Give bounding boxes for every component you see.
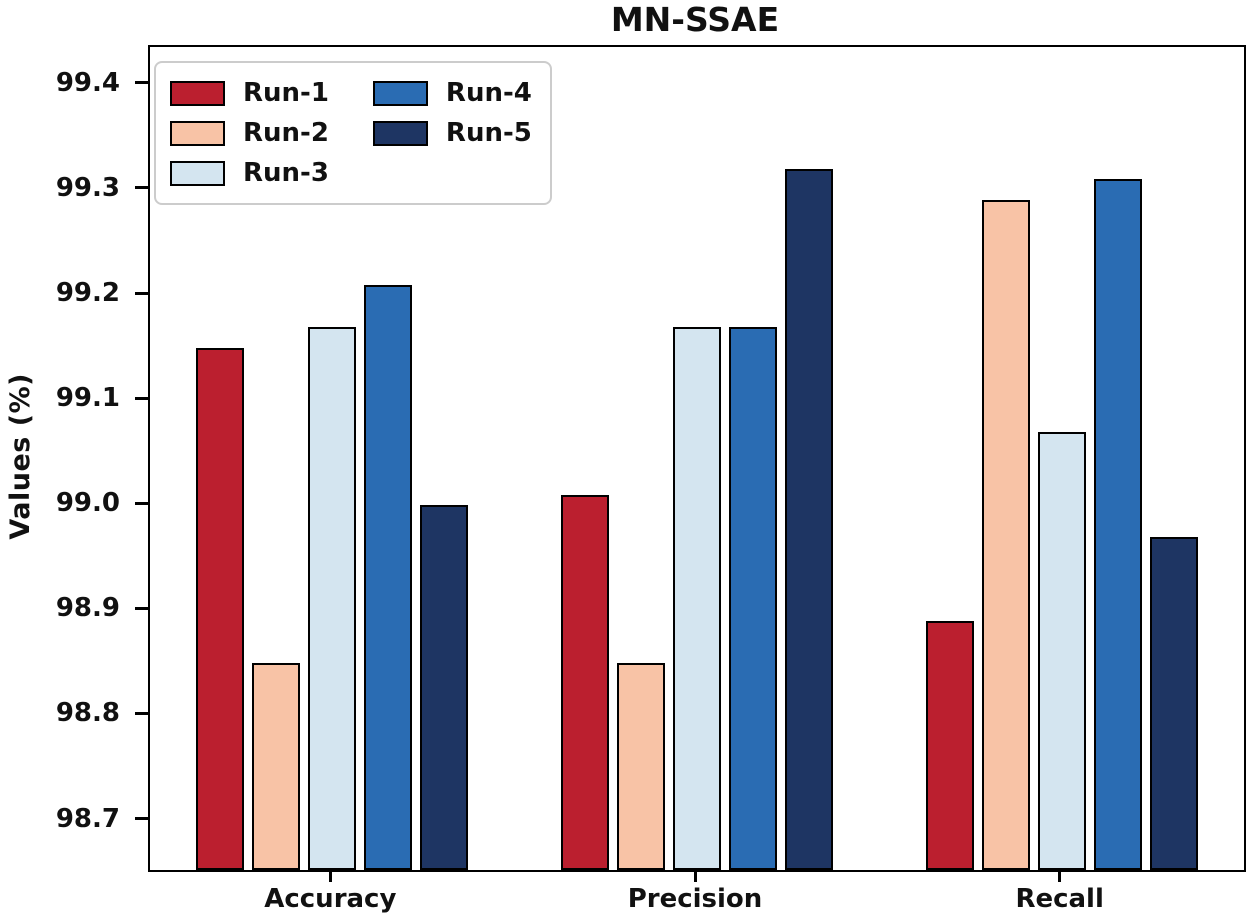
y-tick-label: 98.9: [55, 593, 120, 624]
legend-label-run-1: Run-1: [243, 78, 329, 108]
bar-run-5-recall: [1149, 537, 1198, 870]
y-tick-label: 99.4: [55, 67, 120, 98]
bar-run-1-accuracy: [196, 348, 245, 870]
legend-entry-run-4: Run-4: [372, 78, 532, 108]
bar-run-2-accuracy: [252, 663, 301, 870]
y-tick-mark: [135, 186, 148, 190]
legend-label-run-5: Run-5: [445, 118, 532, 148]
legend-entry-run-1: Run-1: [170, 78, 329, 108]
y-tick-label: 98.8: [55, 698, 120, 729]
bar-run-4-precision: [729, 327, 777, 870]
y-tick-label: 99.2: [55, 278, 120, 309]
y-tick-mark: [135, 291, 148, 295]
x-tick-mark: [1058, 870, 1062, 882]
y-tick-mark: [135, 606, 148, 610]
y-tick-label: 99.3: [55, 172, 120, 203]
legend-label-run-4: Run-4: [445, 78, 532, 108]
x-tick-mark: [328, 870, 332, 882]
x-tick-mark: [693, 870, 697, 882]
y-tick-label: 99.0: [55, 488, 120, 519]
y-tick-label: 98.7: [55, 803, 120, 834]
legend-entry-run-2: Run-2: [170, 118, 329, 148]
y-tick-mark: [135, 81, 148, 85]
legend-label-run-2: Run-2: [243, 118, 329, 148]
chart-title: MN-SSAE: [610, 0, 780, 39]
y-tick-mark: [135, 817, 148, 821]
legend-swatch-run-4: [372, 80, 428, 106]
x-tick-label-recall: Recall: [1015, 884, 1104, 914]
bar-run-2-precision: [617, 663, 665, 870]
y-axis-label: Values (%): [0, 45, 40, 868]
bar-run-2-recall: [981, 200, 1030, 870]
legend-entry-run-5: Run-5: [372, 118, 532, 148]
y-tick-mark: [135, 396, 148, 400]
bar-run-4-accuracy: [364, 285, 413, 870]
plot-area: Run-1 Run-2 Run-3 Run-4 Run-5: [148, 45, 1246, 872]
legend-entry-run-3: Run-3: [170, 158, 329, 188]
legend-swatch-run-1: [170, 80, 225, 106]
y-tick-mark: [135, 501, 148, 505]
bar-run-3-accuracy: [308, 327, 357, 870]
y-tick-label: 99.1: [55, 383, 120, 414]
bar-run-3-precision: [673, 327, 721, 870]
bar-run-5-accuracy: [420, 505, 469, 870]
bar-run-4-recall: [1093, 179, 1142, 870]
bar-run-5-precision: [785, 169, 833, 870]
y-tick-mark: [135, 711, 148, 715]
bar-run-1-recall: [925, 621, 974, 870]
x-tick-label-precision: Precision: [627, 884, 763, 914]
x-tick-label-accuracy: Accuracy: [264, 884, 397, 914]
bar-run-1-precision: [561, 495, 609, 870]
bar-run-3-recall: [1037, 432, 1086, 870]
legend-swatch-run-5: [372, 120, 428, 146]
legend-swatch-run-2: [170, 120, 225, 146]
legend-swatch-run-3: [170, 160, 225, 186]
legend: Run-1 Run-2 Run-3 Run-4 Run-5: [154, 61, 552, 205]
legend-label-run-3: Run-3: [243, 158, 329, 188]
